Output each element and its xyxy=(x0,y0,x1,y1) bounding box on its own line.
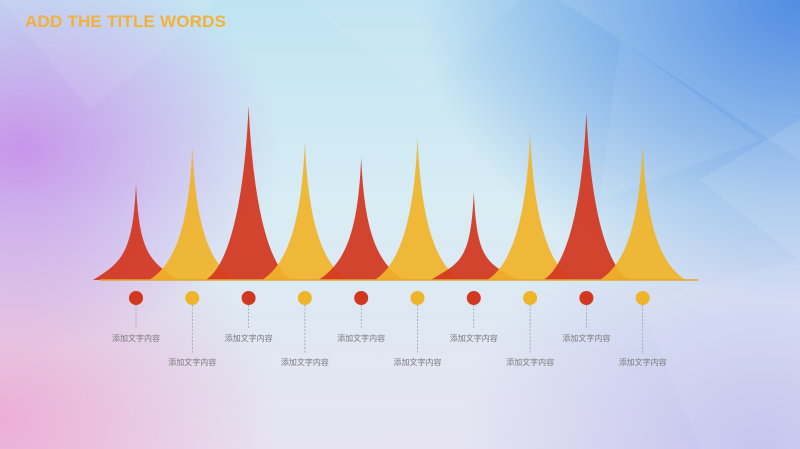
marker-dot-2[interactable] xyxy=(185,291,200,305)
caption-4: 添加文字内容 xyxy=(280,358,329,367)
caption-10: 添加文字内容 xyxy=(618,358,667,367)
marker-dot-5[interactable] xyxy=(354,291,369,305)
caption-6: 添加文字内容 xyxy=(393,358,442,367)
peak-6 xyxy=(374,138,461,280)
marker-dot-4[interactable] xyxy=(297,291,312,305)
caption-9: 添加文字内容 xyxy=(562,334,611,343)
peak-4 xyxy=(261,142,348,280)
peak-10 xyxy=(599,144,686,280)
marker-dot-10[interactable] xyxy=(635,291,650,305)
marker-dot-7[interactable] xyxy=(466,291,481,305)
peak-5 xyxy=(318,157,405,280)
caption-8: 添加文字内容 xyxy=(506,358,555,367)
peak-7 xyxy=(430,191,517,280)
marker-dot-8[interactable] xyxy=(523,291,538,305)
caption-1: 添加文字内容 xyxy=(112,334,160,343)
caption-7: 添加文字内容 xyxy=(449,334,498,343)
slide-title: ADD THE TITLE WORDS xyxy=(25,12,227,31)
peak-3 xyxy=(205,105,292,280)
caption-5: 添加文字内容 xyxy=(337,334,386,343)
caption-2: 添加文字内容 xyxy=(168,358,217,367)
caption-3: 添加文字内容 xyxy=(224,334,273,343)
peak-8 xyxy=(487,133,574,280)
marker-dot-1[interactable] xyxy=(129,291,143,305)
peak-9 xyxy=(543,112,630,280)
marker-dot-6[interactable] xyxy=(410,291,425,305)
marker-dot-3[interactable] xyxy=(241,291,256,305)
peak-2 xyxy=(149,146,236,280)
marker-dot-9[interactable] xyxy=(579,291,594,305)
peak-1 xyxy=(93,183,179,280)
